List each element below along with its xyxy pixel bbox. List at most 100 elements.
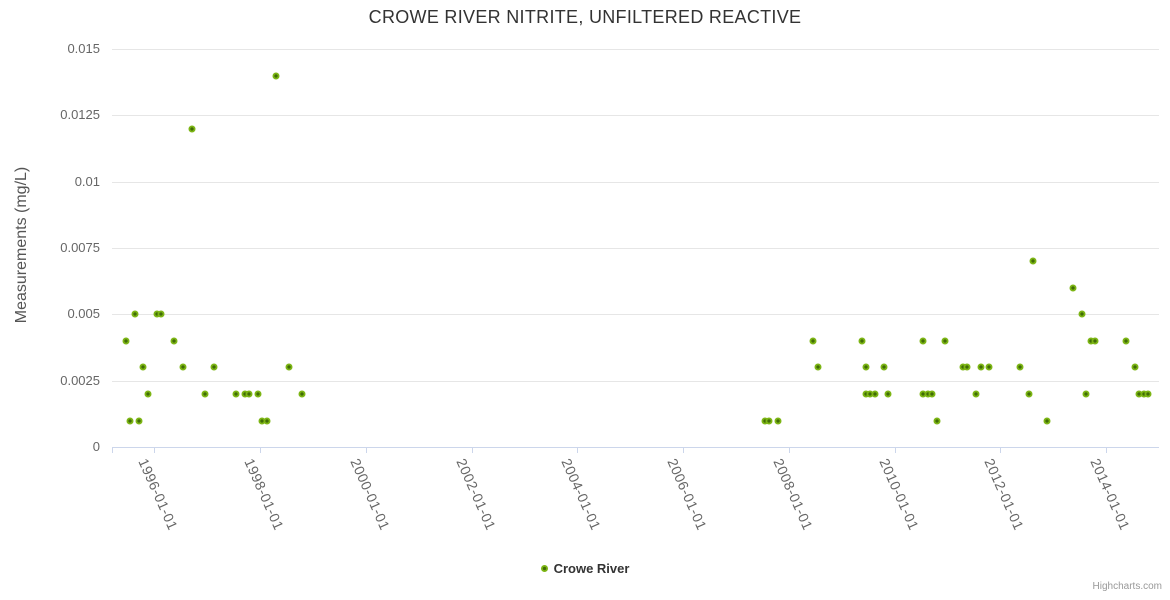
data-point[interactable] [157, 310, 165, 318]
y-axis-tick-label: 0.01 [74, 174, 100, 189]
data-point[interactable] [933, 417, 940, 424]
data-point[interactable] [866, 390, 874, 398]
data-point[interactable] [884, 390, 892, 398]
data-point[interactable] [272, 72, 279, 79]
data-point[interactable] [298, 390, 306, 398]
legend-label: Crowe River [553, 561, 630, 576]
gridline [112, 115, 1159, 116]
data-point[interactable] [139, 363, 147, 371]
data-point[interactable] [858, 337, 866, 345]
x-axis-tick [577, 447, 578, 453]
data-point[interactable] [1091, 337, 1099, 345]
gridline [112, 314, 1159, 315]
data-point[interactable] [963, 363, 971, 371]
data-point[interactable] [871, 390, 879, 398]
data-point[interactable] [188, 125, 196, 133]
data-point[interactable] [774, 417, 782, 424]
data-point[interactable] [1131, 363, 1139, 371]
data-point[interactable] [285, 363, 293, 371]
y-axis-tick-label: 0.0025 [60, 373, 100, 388]
y-axis-tick-label: 0 [92, 439, 100, 454]
legend-item-crowe-river[interactable]: Crowe River [540, 561, 630, 576]
data-point[interactable] [1078, 310, 1086, 318]
data-point[interactable] [809, 337, 817, 345]
legend: Crowe River [0, 561, 1170, 576]
data-point[interactable] [924, 390, 932, 398]
data-point[interactable] [977, 363, 984, 371]
x-axis-tick-label: 2004-01-01 [558, 456, 605, 533]
data-point[interactable] [1025, 390, 1033, 398]
data-point[interactable] [1122, 337, 1130, 345]
data-point[interactable] [972, 390, 980, 398]
data-point[interactable] [258, 417, 266, 424]
data-point[interactable] [941, 337, 949, 345]
x-axis-tick [260, 447, 261, 453]
data-point[interactable] [1029, 257, 1037, 265]
data-point[interactable] [919, 390, 927, 398]
data-point[interactable] [144, 390, 152, 398]
x-axis-tick-label: 2000-01-01 [347, 456, 394, 533]
data-point[interactable] [985, 363, 993, 371]
data-point[interactable] [1043, 417, 1051, 424]
data-point[interactable] [241, 390, 249, 398]
x-axis-tick-label: 1996-01-01 [135, 456, 182, 533]
data-point[interactable] [862, 390, 870, 398]
data-point[interactable] [135, 417, 143, 424]
gridline [112, 381, 1159, 382]
gridline [112, 248, 1159, 249]
y-axis-tick-label: 0.0125 [60, 107, 100, 122]
data-point[interactable] [1082, 390, 1090, 398]
data-point[interactable] [245, 390, 253, 398]
gridline [112, 49, 1159, 50]
data-point[interactable] [210, 363, 218, 371]
highcharts-credits-link[interactable]: Highcharts.com [1092, 581, 1162, 592]
x-axis-line [112, 447, 1159, 448]
x-axis-tick-label: 2006-01-01 [664, 456, 711, 533]
y-axis-tick-label: 0.005 [67, 306, 100, 321]
x-axis-tick [789, 447, 790, 453]
data-point[interactable] [1135, 390, 1143, 398]
gridline [112, 182, 1159, 183]
data-point[interactable] [254, 390, 262, 398]
data-point[interactable] [201, 390, 209, 398]
data-point[interactable] [1016, 363, 1024, 371]
data-point[interactable] [131, 310, 138, 318]
x-axis-tick [366, 447, 367, 453]
data-point[interactable] [862, 363, 870, 371]
x-axis-tick [154, 447, 155, 453]
data-point[interactable] [1144, 390, 1152, 398]
x-axis-tick [683, 447, 684, 453]
data-point[interactable] [153, 310, 160, 318]
data-point[interactable] [959, 363, 967, 371]
x-axis-tick-label: 2002-01-01 [453, 456, 500, 533]
y-axis-tick-label: 0.015 [67, 41, 100, 56]
x-axis-tick-label: 1998-01-01 [241, 456, 288, 533]
x-axis-tick [895, 447, 896, 453]
data-point[interactable] [179, 363, 187, 371]
x-axis-tick [1000, 447, 1001, 453]
x-axis-tick [1106, 447, 1107, 453]
data-point[interactable] [928, 390, 936, 398]
x-axis-tick [472, 447, 473, 453]
chart-title: CROWE RIVER NITRITE, UNFILTERED REACTIVE [368, 7, 802, 27]
data-point[interactable] [761, 417, 769, 424]
data-point[interactable] [1140, 390, 1148, 398]
x-axis-tick-label: 2014-01-01 [1087, 456, 1134, 533]
x-axis-tick-label: 2008-01-01 [770, 456, 817, 533]
x-axis-tick-label: 2012-01-01 [981, 456, 1028, 533]
data-point[interactable] [1069, 284, 1077, 292]
data-point[interactable] [765, 417, 773, 424]
data-point[interactable] [126, 417, 134, 424]
data-point[interactable] [919, 337, 927, 345]
data-point[interactable] [1087, 337, 1095, 345]
legend-marker-icon [540, 565, 548, 572]
y-axis-tick-label: 0.0075 [60, 240, 100, 255]
data-point[interactable] [263, 417, 271, 424]
data-point[interactable] [122, 337, 130, 345]
data-point[interactable] [880, 363, 888, 371]
x-axis-tick-label: 2010-01-01 [876, 456, 923, 533]
data-point[interactable] [814, 363, 821, 371]
x-axis-edge-tick [112, 447, 113, 453]
data-point[interactable] [170, 337, 178, 345]
data-point[interactable] [232, 390, 240, 398]
